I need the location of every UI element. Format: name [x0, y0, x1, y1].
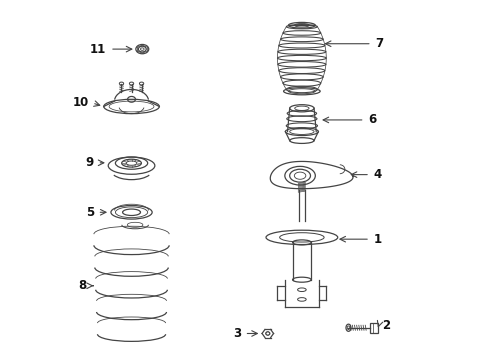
Text: 4: 4 — [373, 168, 381, 181]
Text: 8: 8 — [78, 279, 86, 292]
Text: 1: 1 — [373, 233, 381, 246]
Text: 11: 11 — [90, 42, 106, 55]
Text: 10: 10 — [72, 96, 88, 109]
Text: 9: 9 — [85, 156, 94, 169]
Text: 2: 2 — [382, 319, 389, 332]
Text: 3: 3 — [232, 327, 241, 340]
Text: 7: 7 — [375, 37, 383, 50]
Text: 6: 6 — [367, 113, 376, 126]
Text: 5: 5 — [85, 206, 94, 219]
